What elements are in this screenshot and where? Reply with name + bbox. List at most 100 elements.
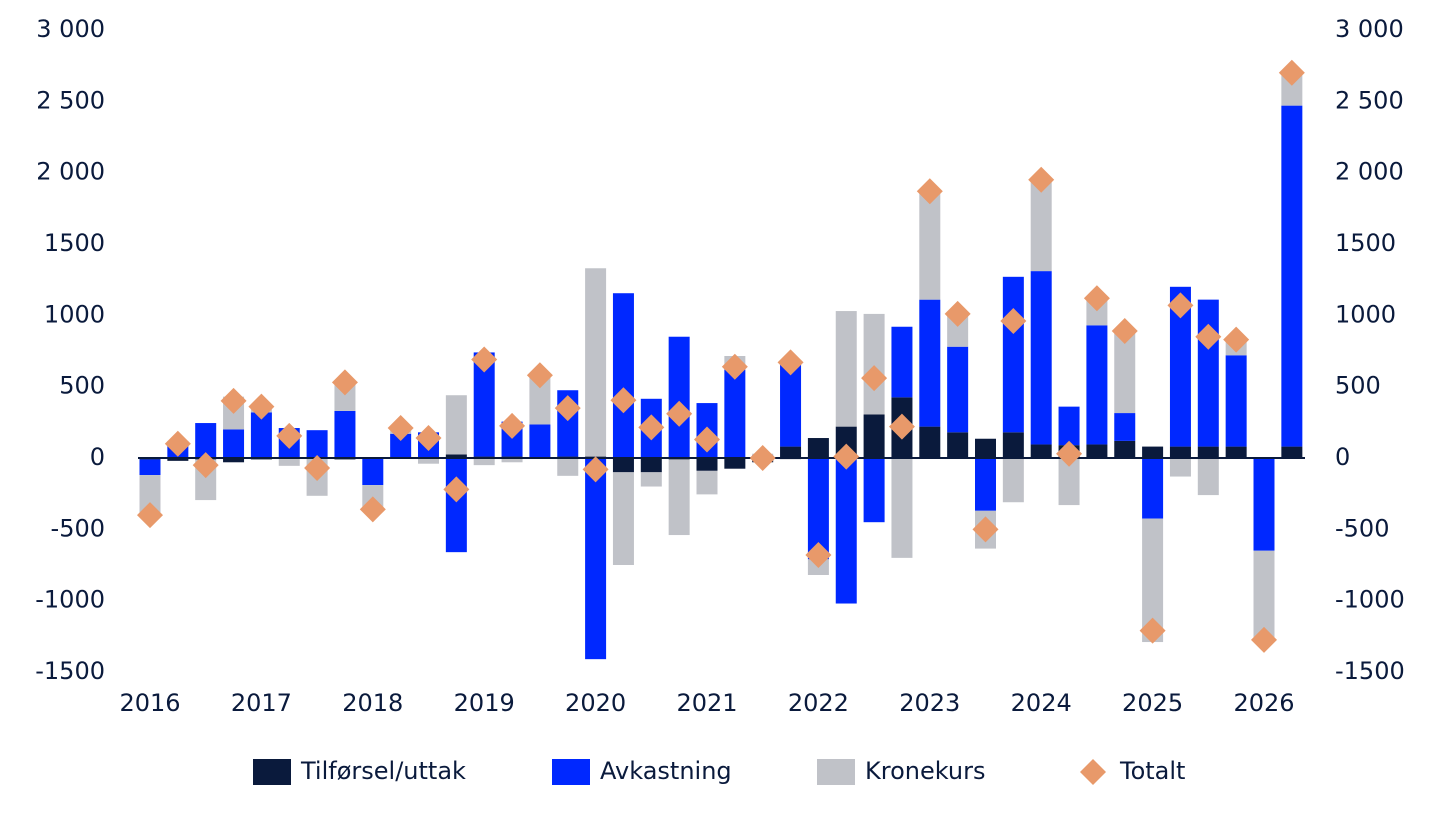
bar: [1197, 299, 1219, 447]
total-marker: [276, 422, 303, 449]
x-tick-label: 2024: [1011, 689, 1072, 717]
total-marker: [304, 454, 331, 481]
total-marker: [1111, 318, 1138, 345]
bar: [1142, 446, 1164, 458]
total-marker: [610, 387, 637, 414]
bar: [891, 458, 913, 558]
bar: [1281, 446, 1303, 458]
bar: [445, 458, 467, 553]
bar: [223, 429, 245, 458]
bar: [557, 458, 579, 476]
y2-tick-label: 1000: [1335, 300, 1396, 328]
bar: [418, 458, 439, 464]
bar: [947, 346, 969, 433]
x-tick-label: 2017: [231, 689, 292, 717]
y2-tick-label: 1500: [1335, 229, 1396, 257]
bar: [1281, 72, 1303, 106]
bar: [696, 458, 718, 471]
bar: [306, 430, 328, 458]
bar: [1197, 446, 1219, 458]
bar: [1169, 458, 1191, 477]
y-tick-label: 1500: [44, 229, 105, 257]
total-marker: [638, 414, 665, 441]
bar: [362, 458, 384, 486]
total-marker: [192, 452, 219, 479]
y2-tick-label: 2 000: [1335, 158, 1404, 186]
bar: [640, 472, 662, 487]
total-marker: [916, 178, 943, 205]
bar: [807, 458, 829, 560]
total-marker: [248, 393, 275, 420]
total-marker: [888, 413, 915, 440]
total-marker: [1056, 440, 1083, 467]
bar: [780, 360, 802, 447]
bar: [1058, 458, 1080, 506]
total-marker: [749, 445, 776, 471]
x-tick-label: 2021: [676, 689, 737, 717]
total-marker: [471, 346, 498, 373]
bar: [445, 454, 467, 458]
bar: [139, 475, 161, 516]
total-marker: [443, 476, 470, 503]
bar: [585, 268, 607, 457]
y2-tick-label: 0: [1335, 443, 1350, 471]
bar: [1253, 550, 1275, 641]
y2-tick-label: -1000: [1335, 586, 1405, 614]
bar: [250, 412, 272, 458]
bar: [1030, 179, 1052, 272]
bar: [1225, 355, 1247, 447]
bar: [195, 423, 217, 458]
total-marker: [861, 365, 888, 392]
total-marker: [666, 400, 693, 427]
total-marker: [1195, 323, 1222, 350]
total-marker: [833, 443, 860, 470]
total-marker: [1028, 166, 1055, 193]
total-marker: [1167, 292, 1194, 319]
total-marker: [1000, 308, 1027, 335]
x-tick-label: 2020: [565, 689, 626, 717]
total-marker: [1083, 285, 1110, 312]
bar: [1002, 458, 1024, 503]
total-marker: [972, 516, 999, 543]
bar: [1030, 444, 1052, 458]
bar: [696, 470, 718, 495]
y-tick-label: 1000: [44, 300, 105, 328]
bar: [390, 433, 412, 458]
legend-label: Tilførsel/uttak: [300, 757, 466, 785]
bar: [1253, 458, 1275, 551]
total-marker: [805, 542, 832, 569]
y2-tick-label: 500: [1335, 372, 1381, 400]
bar: [1030, 271, 1052, 445]
total-marker: [582, 456, 609, 483]
total-marker: [331, 369, 358, 396]
y-tick-label: 500: [59, 372, 105, 400]
bar: [947, 313, 969, 347]
bar: [640, 458, 662, 473]
bar: [334, 410, 356, 458]
bar: [1225, 446, 1247, 458]
y2-tick-label: 3 000: [1335, 15, 1404, 43]
total-marker: [694, 426, 720, 453]
total-marker: [777, 349, 804, 376]
total-marker: [1278, 59, 1305, 86]
bar: [863, 458, 885, 523]
bar: [1002, 276, 1024, 433]
legend-swatch: [552, 759, 590, 785]
bar: [473, 352, 495, 457]
x-tick-label: 2023: [899, 689, 960, 717]
total-marker: [415, 425, 442, 452]
bar: [1169, 286, 1191, 447]
legend-swatch: [253, 759, 291, 785]
y-tick-label: 3 000: [36, 15, 105, 43]
bar: [780, 446, 802, 458]
legend-label: Avkastning: [600, 757, 732, 785]
y2-tick-label: 2 500: [1335, 86, 1404, 114]
bar: [1086, 325, 1108, 445]
legend-swatch: [1080, 759, 1106, 785]
bar: [1114, 440, 1136, 458]
total-marker: [387, 415, 414, 442]
x-tick-label: 2018: [342, 689, 403, 717]
bar: [891, 326, 913, 398]
bar: [975, 458, 996, 511]
